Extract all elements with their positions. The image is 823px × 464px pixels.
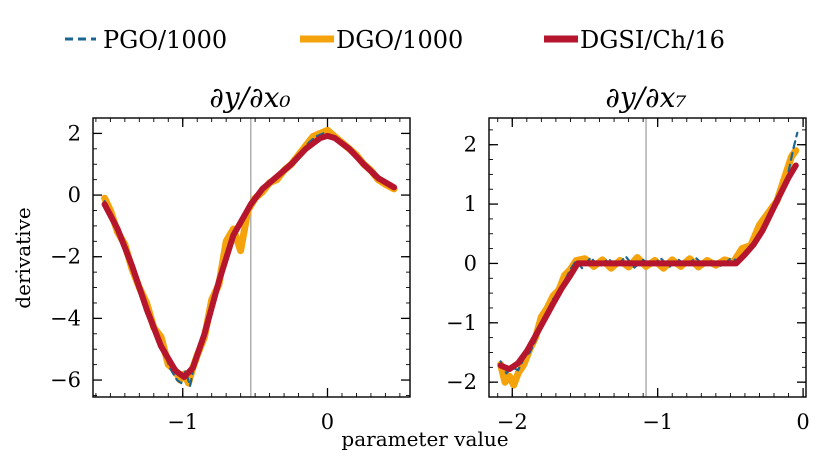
legend-entry-pgo: PGO/1000 [65,26,227,54]
y-tick-label: −2 [50,245,81,269]
legend-label-dgo: DGO/1000 [336,26,463,54]
legend-entry-dgo: DGO/1000 [300,26,463,54]
y-tick-label: −4 [50,306,81,330]
series-line-dgsi-ch-16 [101,132,398,380]
legend-entry-dgsi: DGSI/Ch/16 [544,26,725,54]
series-line-dgsi-ch-16 [497,162,799,373]
series-line-pgo-1000 [103,132,396,388]
axes-frame [488,117,807,398]
x-tick-label: −1 [167,410,198,434]
panel-dy-dx7: ∂y/∂x₇ −2 −1 0 2 1 0 −1 −2 [446,81,810,434]
series-line-pgo-1000 [499,131,799,375]
x-tick-label: 0 [796,410,809,434]
x-tick-label: 0 [321,410,334,434]
y-tick-label: −6 [50,368,81,392]
y-tick-label: 1 [464,192,477,216]
panel-title-dy-dx0: ∂y/∂x₀ [209,81,290,114]
y-tick-label: 0 [68,183,81,207]
y-tick-label: 2 [68,121,81,145]
y-tick-label: −1 [446,311,477,335]
series-line-dgo-1000 [101,126,398,387]
legend-label-dgsi: DGSI/Ch/16 [580,26,725,54]
y-tick-label: 0 [464,251,477,275]
series-line-dgo-1000 [497,147,800,389]
legend-label-pgo: PGO/1000 [103,26,227,54]
y-axis-label: derivative [11,207,35,308]
legend: PGO/1000 DGO/1000 DGSI/Ch/16 [65,26,725,54]
y-tick-label: 2 [464,133,477,157]
x-tick-label: −2 [497,410,528,434]
axes-frame [92,117,411,398]
x-axis-label: parameter value [341,427,508,451]
panel-title-dy-dx7: ∂y/∂x₇ [605,81,686,114]
panel-dy-dx0: ∂y/∂x₀ −1 0 2 0 −2 −4 −6 [50,81,411,434]
x-tick-label: −1 [642,410,673,434]
y-tick-label: −2 [446,370,477,394]
